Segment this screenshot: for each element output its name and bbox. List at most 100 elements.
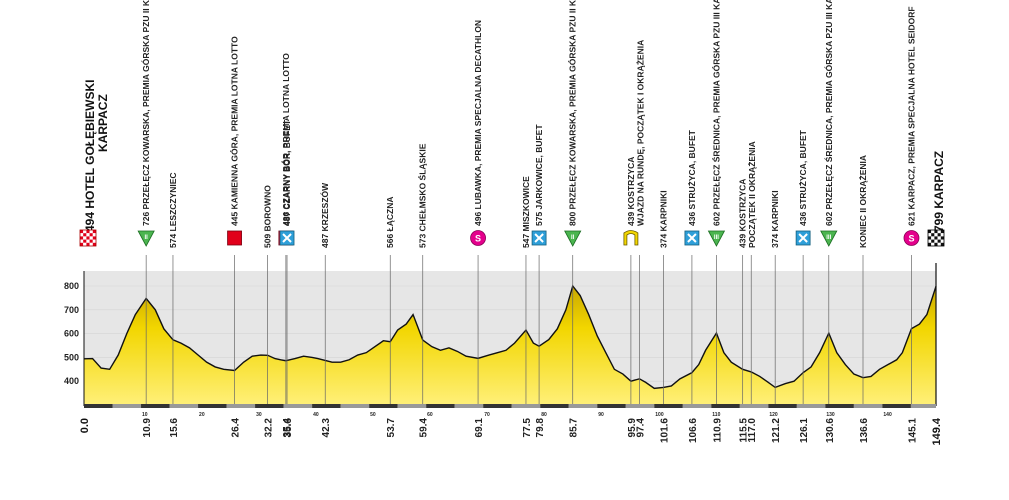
km-minor-label-40: 40 (313, 412, 319, 418)
km-label-10: 77.5 (522, 418, 533, 438)
ytick-500: 500 (64, 352, 79, 362)
mountain-category: III (714, 235, 719, 241)
km-label-1: 15.6 (169, 418, 180, 438)
flag-cell (92, 242, 96, 246)
km-scale-dark-20 (198, 404, 227, 408)
km-scale-dark-30 (255, 404, 284, 408)
bonus-bonus-icon-9: S (470, 230, 486, 246)
waypoint-label-7: 566 ŁĄCZNA (385, 197, 395, 248)
mountain-mountain-icon-22: III (820, 230, 838, 247)
km-label-4-text: 35.4 (282, 418, 293, 438)
waypoint-text-15: 374 KARPNIKI (658, 190, 668, 248)
flag-cell (931, 233, 935, 237)
km-scale-light-60 (454, 404, 484, 408)
bonus-circle (903, 230, 920, 246)
km-label-22: 130.6 (825, 418, 836, 443)
flag-cell (928, 236, 932, 240)
km-scale-light-140 (910, 404, 936, 408)
km-label-0: 10.9 (142, 418, 153, 438)
km-label-24-text: 145.1 (907, 418, 918, 443)
km-label-9: 69.1 (474, 418, 485, 438)
km-label-12: 85.7 (569, 418, 580, 438)
waypoint-label-4: 486 CZARNY BÓR, PREMIA LOTNA LOTTO (280, 53, 291, 226)
flag-cell (83, 242, 87, 246)
km-scale-dark-90 (597, 404, 626, 408)
flag-cell (931, 239, 935, 243)
km-label-20: 121.2 (771, 418, 782, 443)
bonus-bonus-icon-24: S (903, 230, 920, 246)
flag-cell (937, 236, 941, 240)
flag-cell (89, 236, 93, 240)
waypoint-label-17: 602 PRZEŁĘCZ ŚREDNICA, PREMIA GÓRSKA PZU… (710, 0, 721, 226)
flag-cell (89, 242, 93, 246)
waypoint-label-5: 487 CZARNY BÓR, BUFET (281, 119, 292, 226)
km-minor-label-20: 20 (199, 412, 205, 418)
km-end-label-text: 149.4 (931, 417, 943, 445)
km-scale-dark-120 (768, 404, 797, 408)
triangle (137, 230, 155, 247)
waypoint-label-24: 621 KARPACZ, PREMIA SPECJALNA HOTEL SEID… (906, 6, 916, 226)
flag-cell (80, 236, 84, 240)
km-scale-light-50 (397, 404, 427, 408)
km-label-23: 136.6 (859, 418, 870, 443)
waypoint-label-16: 436 STRUŻYCA, BUFET (687, 129, 697, 226)
triangle (820, 230, 838, 247)
waypoint-text-0: 726 PRZEŁĘCZ KOWARSKA, PREMIA GÓRSKA PZU… (140, 0, 151, 226)
flag-cell (86, 242, 90, 246)
flag-cell (83, 236, 87, 240)
km-label-17-text: 110.9 (712, 418, 723, 443)
flag-cell (89, 233, 93, 237)
km-scale-light-120 (796, 404, 826, 408)
flag-cell (934, 233, 938, 237)
waypoint-label-13: 439 KOSTRZYCA WJAZD NA RUNDĘ, POCZĄTEK I … (626, 40, 646, 226)
flag-cell (83, 230, 87, 234)
km-scale-dark-140 (882, 404, 911, 408)
km-label-21: 126.1 (799, 418, 810, 443)
km-label-2-text: 26.4 (231, 418, 242, 438)
km-end-label: 149.4 (931, 417, 943, 445)
flag-cell (92, 236, 96, 240)
mountain-category: II (144, 235, 148, 241)
waypoint-text-13: 439 KOSTRZYCA (626, 157, 636, 226)
km-scale-light-90 (625, 404, 655, 408)
km-scale-light-100 (682, 404, 712, 408)
waypoint-text-8: 573 CHEŁMSKO ŚLĄSKIE (417, 143, 428, 248)
km-label-7-text: 53.7 (386, 418, 397, 438)
km-label-11: 79.8 (535, 418, 546, 438)
km-label-0-text: 10.9 (142, 418, 153, 438)
waypoint-text-5: 487 CZARNY BÓR, BUFET (281, 119, 292, 226)
km-scale-dark-70 (483, 404, 512, 408)
waypoint-label-1: 574 LESZCZYNIEC (168, 172, 178, 248)
flag-cell (937, 230, 941, 234)
km-minor-label-110: 110 (712, 412, 720, 418)
km-label-16: 106.6 (688, 418, 699, 443)
km-start-label: 0.0 (79, 418, 91, 433)
km-label-22-text: 130.6 (825, 418, 836, 443)
km-scale-light-20 (226, 404, 256, 408)
km-scale-dark-50 (369, 404, 398, 408)
waypoint-label-21: 436 STRUŻYCA, BUFET (798, 129, 808, 226)
km-label-8: 59.4 (419, 418, 430, 438)
start-flag-icon (79, 229, 97, 247)
km-start-label-text: 0.0 (79, 418, 91, 433)
elevation-area (84, 286, 936, 406)
waypoint-text2-13: WJAZD NA RUNDĘ, POCZĄTEK I OKRĄŻENIA (635, 40, 645, 226)
waypoint-text-20: 374 KARPNIKI (770, 190, 780, 248)
feed-feed-icon-11 (531, 230, 547, 246)
km-label-9-text: 69.1 (474, 418, 485, 438)
waypoint-text-12: 800 PRZEŁĘCZ KOWARSKA, PREMIA GÓRSKA PZU… (567, 0, 578, 226)
start-title-line1: 494 HOTEL GOŁĘBIEWSKI (83, 80, 97, 232)
waypoint-label-3: 509 BOROWNO (263, 185, 273, 248)
km-label-16-text: 106.6 (688, 418, 699, 443)
waypoint-text-7: 566 ŁĄCZNA (385, 197, 395, 248)
km-label-18: 115.5 (739, 418, 750, 443)
km-scale-dark-60 (426, 404, 455, 408)
flag-cell (86, 239, 90, 243)
km-scale-dark-100 (654, 404, 683, 408)
flag-cell (934, 239, 938, 243)
km-label-10-text: 77.5 (522, 418, 533, 438)
km-label-18-text: 115.5 (739, 418, 750, 443)
km-label-19-text: 117.0 (747, 418, 758, 443)
flag-cell (937, 239, 941, 243)
